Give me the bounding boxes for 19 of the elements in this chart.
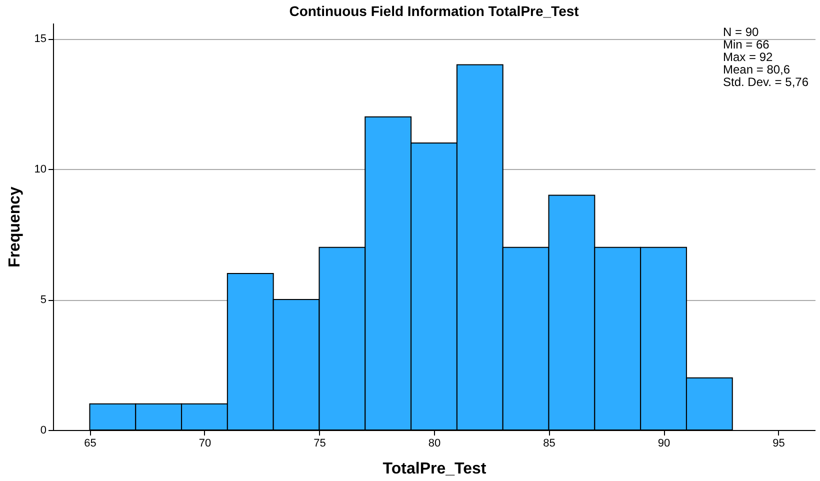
x-tick-label: 65 [84, 438, 96, 450]
annotation: Max = 92 [723, 50, 774, 64]
x-tick-label: 80 [428, 438, 441, 450]
x-tick-label: 85 [543, 438, 556, 450]
x-tick-label: 95 [772, 438, 785, 450]
annotation: Std. Dev. = 5,76 [723, 75, 809, 89]
y-axis-title: Frequency [6, 186, 24, 268]
x-tick-label: 90 [658, 438, 670, 450]
annotation: Mean = 80,6 [723, 62, 790, 76]
y-tick-label: 15 [34, 33, 46, 46]
x-tick-label: 75 [314, 438, 326, 450]
annotation: N = 90 [723, 25, 760, 39]
annotation: Min = 66 [723, 38, 770, 52]
y-tick-label: 0 [40, 424, 46, 436]
x-axis-title: TotalPre_Test [382, 460, 487, 478]
chart-title: Continuous Field Information TotalPre_Test [289, 3, 580, 19]
x-tick-label: 70 [198, 438, 212, 450]
y-tick-label: 5 [40, 294, 46, 306]
y-tick-label: 10 [34, 164, 46, 176]
